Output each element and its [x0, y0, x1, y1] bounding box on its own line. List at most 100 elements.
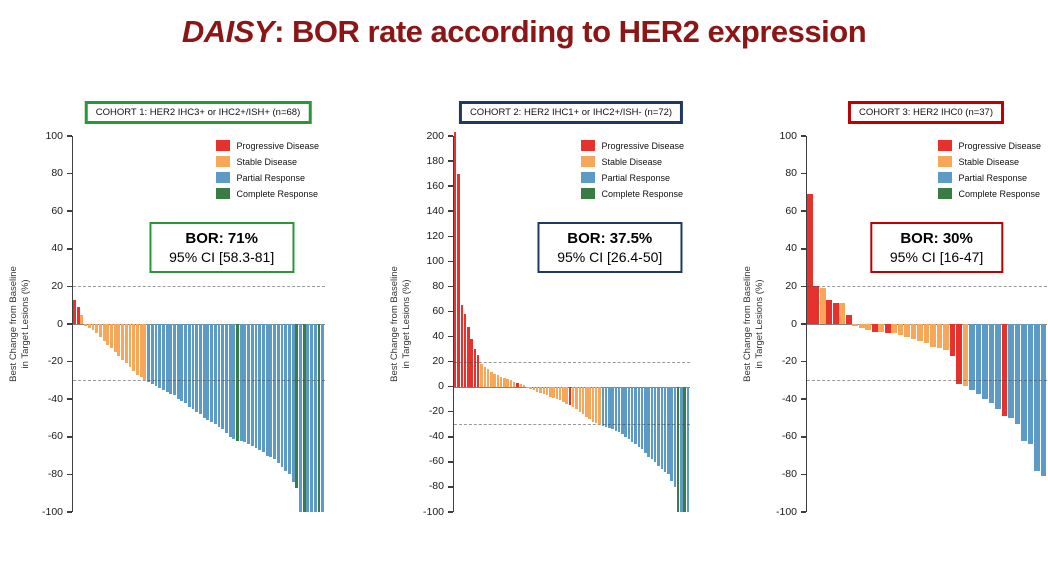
waterfall-bar — [503, 377, 506, 387]
waterfall-bar — [187, 324, 191, 407]
waterfall-bar — [565, 386, 568, 405]
y-tick-label: 20 — [432, 355, 444, 368]
waterfall-bar — [545, 386, 549, 396]
waterfall-bar — [493, 374, 496, 387]
waterfall-bar — [516, 382, 519, 387]
waterfall-bar — [210, 324, 213, 422]
waterfall-bar — [132, 324, 136, 371]
waterfall-bar — [454, 132, 457, 387]
y-tick-mark — [801, 135, 806, 137]
y-tick-label: -20 — [781, 355, 797, 368]
waterfall-bar — [683, 386, 686, 512]
waterfall-bar — [299, 324, 302, 512]
waterfall-bar — [624, 386, 627, 437]
reference-line — [807, 286, 1047, 288]
legend-label: Complete Response — [236, 188, 318, 199]
waterfall-bar — [686, 386, 690, 512]
pd-color-swatch — [581, 140, 596, 151]
reference-line — [73, 380, 325, 382]
waterfall-bar — [313, 324, 317, 512]
waterfall-plot-cohort2: Progressive Disease Stable Disease Partial… — [453, 132, 690, 512]
y-tick-mark — [67, 248, 72, 250]
cr-color-swatch — [216, 188, 231, 199]
waterfall-bar — [310, 324, 314, 512]
y-tick-mark — [448, 210, 453, 212]
legend-label: Stable Disease — [958, 156, 1019, 167]
y-tick-mark — [801, 323, 806, 325]
bor-value: BOR: 30% — [900, 230, 973, 247]
cohort1-header: COHORT 1: HER2 IHC3+ or IHC2+/ISH+ (n=68… — [84, 101, 312, 124]
waterfall-bar — [84, 324, 87, 326]
pd-color-swatch — [216, 140, 231, 151]
waterfall-bar — [988, 324, 995, 403]
waterfall-bar — [621, 386, 624, 435]
waterfall-bar — [839, 303, 846, 324]
y-axis-title: Best Change from Baseline in Target Lesi… — [742, 266, 765, 382]
pd-color-swatch — [938, 140, 953, 151]
y-tick-mark — [67, 473, 72, 476]
legend-item: Partial Response — [581, 172, 684, 183]
waterfall-bar — [280, 324, 284, 467]
y-axis: 100 80 60 40 20 0 -20 -40 -60 -80 -100 — [32, 130, 72, 518]
y-tick-mark — [67, 360, 72, 363]
sd-color-swatch — [216, 156, 231, 167]
y-tick-mark — [448, 260, 453, 263]
waterfall-bar — [509, 380, 513, 387]
waterfall-bar — [254, 324, 258, 449]
waterfall-bar — [552, 386, 555, 398]
legend-item: Progressive Disease — [581, 140, 684, 151]
legend-label: Progressive Disease — [236, 140, 319, 151]
legend-label: Partial Response — [958, 172, 1027, 183]
page-title-rest: : BOR rate according to HER2 expression — [274, 14, 867, 49]
waterfall-bar — [295, 324, 299, 488]
waterfall-bar — [555, 386, 559, 400]
waterfall-bar — [1021, 324, 1027, 441]
waterfall-bar — [262, 324, 265, 452]
waterfall-bar — [287, 324, 291, 475]
y-tick-mark — [448, 360, 453, 363]
bor-value: BOR: 37.5% — [567, 230, 653, 247]
waterfall-bar — [76, 307, 80, 324]
waterfall-bar — [680, 386, 683, 512]
waterfall-bar — [191, 324, 195, 409]
cohort1-panel: COHORT 1: HER2 IHC3+ or IHC2+/ISH+ (n=68… — [8, 96, 386, 536]
waterfall-bar — [180, 324, 184, 402]
waterfall-bar — [291, 324, 295, 482]
waterfall-bar — [165, 324, 169, 392]
legend-label: Complete Response — [601, 188, 683, 199]
waterfall-bar — [302, 324, 306, 512]
waterfall-bar — [936, 324, 943, 349]
waterfall-bar — [826, 299, 833, 324]
bor-box-cohort1: BOR: 71% 95% CI [58.3-81] — [149, 222, 295, 273]
sd-color-swatch — [581, 156, 596, 167]
waterfall-bar — [463, 313, 467, 387]
y-tick-mark — [448, 385, 453, 388]
waterfall-bar — [943, 324, 949, 351]
bor-confidence-interval: 95% CI [16-47] — [889, 249, 984, 265]
y-tick-label: 40 — [785, 242, 797, 255]
waterfall-bar — [647, 386, 650, 457]
y-tick-mark — [448, 335, 453, 338]
y-tick-label: -100 — [422, 505, 444, 518]
y-tick-mark — [67, 210, 72, 212]
waterfall-bar — [663, 386, 667, 472]
legend-item: Progressive Disease — [938, 140, 1041, 151]
legend-item: Partial Response — [216, 172, 319, 183]
legend-label: Complete Response — [958, 188, 1040, 199]
waterfall-bar — [653, 386, 657, 462]
y-tick-mark — [448, 310, 453, 313]
waterfall-bar — [169, 324, 173, 394]
y-tick-mark — [801, 285, 806, 288]
bor-box-cohort3: BOR: 30% 95% CI [16-47] — [869, 222, 1004, 273]
waterfall-bar — [858, 324, 865, 328]
waterfall-bar — [276, 324, 280, 464]
waterfall-bar — [852, 324, 859, 326]
waterfall-bar — [467, 326, 470, 387]
y-tick-mark — [448, 235, 453, 238]
waterfall-bar — [644, 386, 647, 454]
waterfall-bar — [110, 324, 113, 349]
cohort2-header: COHORT 2: HER2 IHC1+ or IHC2+/ISH- (n=72… — [458, 101, 684, 124]
legend: Progressive Disease Stable Disease Partial… — [938, 140, 1041, 204]
waterfall-bar — [813, 286, 820, 324]
legend-item: Stable Disease — [938, 156, 1041, 167]
